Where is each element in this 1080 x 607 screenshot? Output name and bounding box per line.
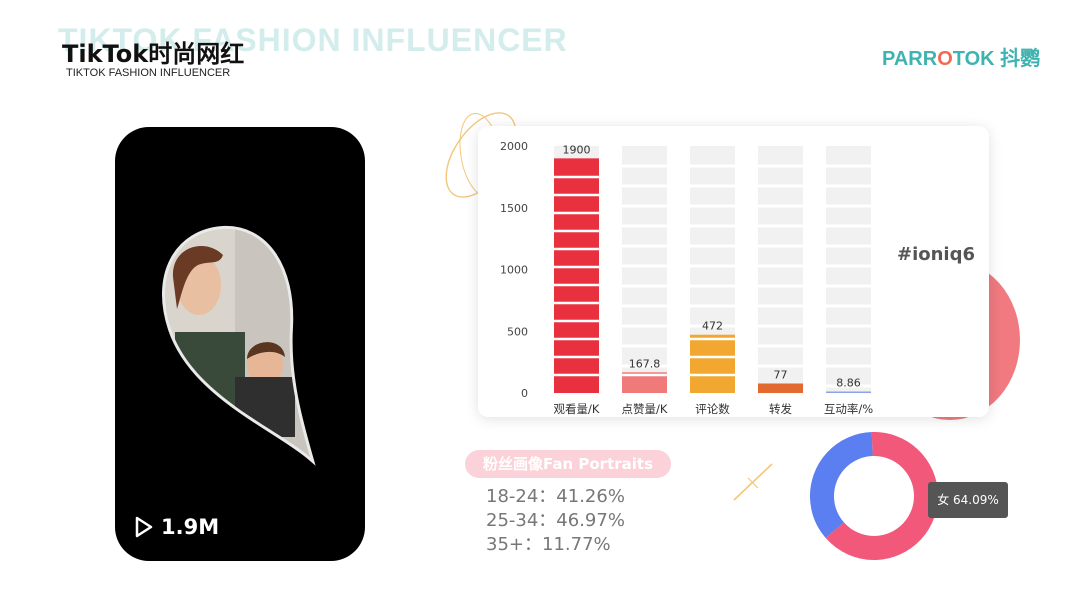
background-title: TIKTOK FASHION INFLUENCER [58, 22, 568, 58]
bar-value-label: 472 [702, 320, 723, 333]
age-18-24: 18-24：41.26% [486, 486, 625, 507]
logo-o-mark: O [937, 48, 953, 70]
bar [690, 334, 735, 393]
bar [826, 391, 871, 393]
y-tick-label: 1000 [500, 264, 528, 277]
y-tick-label: 1500 [500, 202, 528, 215]
x-tick-label: 观看量/K [554, 402, 600, 416]
bar-track [758, 146, 803, 393]
bar [622, 372, 667, 393]
page-title: TikTok时尚网红 [62, 40, 245, 68]
logo-text-a: PARR [882, 48, 938, 70]
view-count: 1.9M [135, 515, 219, 539]
bar-value-label: 77 [774, 368, 788, 381]
bar-track [826, 146, 871, 393]
x-tick-label: 互动率/% [824, 402, 873, 416]
gender-donut-chart [810, 432, 938, 560]
bar [758, 383, 803, 393]
page-subtitle: TIKTOK FASHION INFLUENCER [66, 67, 231, 79]
y-tick-label: 2000 [500, 140, 528, 153]
age-distribution: 18-24：41.26% 25-34：46.97% 35+：11.77% [486, 485, 625, 557]
parrotok-logo: PARROTOK 抖鹦 [882, 42, 1040, 71]
y-tick-label: 0 [521, 387, 528, 400]
x-tick-label: 转发 [769, 402, 792, 416]
video-preview[interactable]: 1.9M [115, 127, 365, 561]
bar-value-label: 1900 [563, 143, 591, 156]
view-count-value: 1.9M [161, 515, 220, 539]
hashtag: #ioniq6 [897, 244, 976, 265]
age-35-plus: 35+：11.77% [486, 534, 611, 555]
sparkle-icon [733, 463, 773, 501]
bar-value-label: 167.8 [629, 357, 661, 370]
logo-cn: 抖鹦 [1000, 48, 1041, 70]
bar-chart: 0 500 1000 1500 2000 1900 观看量/K 167.8 点赞量/K 472 评论… [500, 140, 873, 416]
x-tick-label: 评论数 [695, 402, 730, 416]
bar-track [622, 146, 667, 393]
play-icon [135, 516, 153, 538]
fan-portraits-label: 粉丝画像Fan Portraits [465, 450, 671, 478]
x-tick-label: 点赞量/K [622, 402, 668, 416]
logo-text-b: TOK [952, 48, 995, 70]
stats-chart-card: 0 500 1000 1500 2000 1900 观看量/K 167.8 点赞量/K 472 评论… [478, 126, 989, 417]
bar-value-label: 8.86 [836, 377, 861, 390]
age-25-34: 25-34：46.97% [486, 510, 625, 531]
donut-slice [810, 432, 938, 560]
teardrop-photo [162, 225, 316, 466]
bar [554, 158, 599, 393]
y-tick-label: 500 [507, 325, 528, 338]
donut-tooltip: 女 64.09% [928, 482, 1008, 518]
